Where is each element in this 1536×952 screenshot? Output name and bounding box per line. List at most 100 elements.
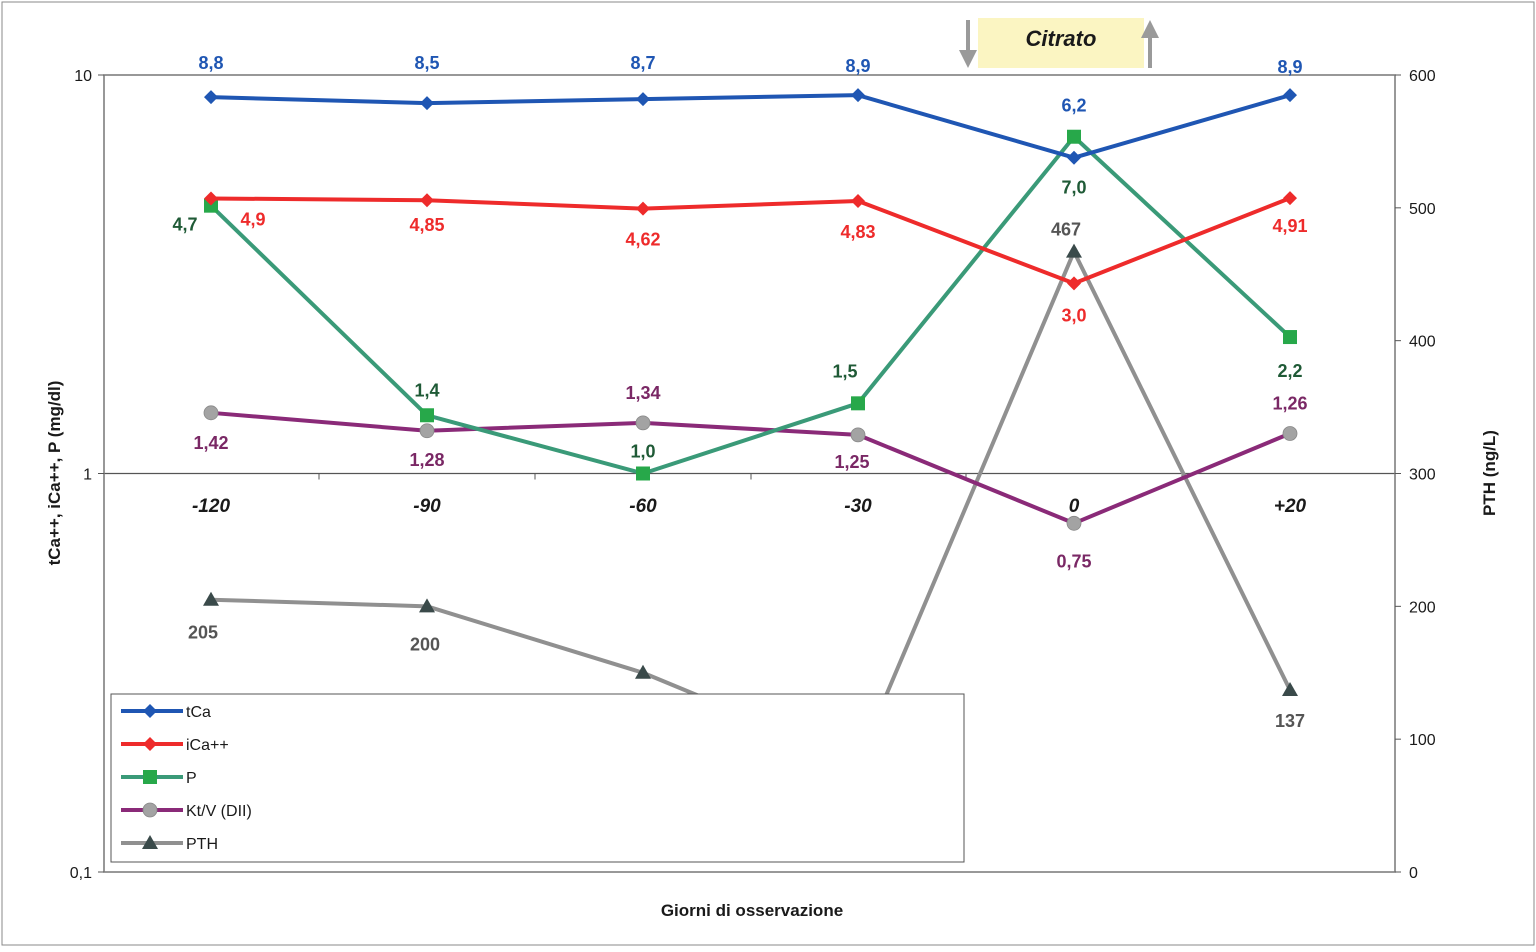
legend-box	[110, 693, 965, 863]
data-label-ica-1: 4,85	[409, 215, 444, 235]
point-ica-4	[1067, 276, 1081, 291]
point-tca-5	[1283, 88, 1297, 103]
data-label-tca-5: 8,9	[1277, 57, 1302, 77]
legend-marker-tca	[143, 704, 157, 718]
point-p-2	[636, 466, 650, 481]
left-tick-label-1: 1	[83, 467, 92, 484]
x-category-labels: -120 -90 -60 -30 0 +20	[192, 496, 1307, 517]
point-kt-v-dii-0	[203, 405, 219, 421]
data-label-ica-5: 4,91	[1272, 216, 1307, 236]
x-axis-title: Giorni di osservazione	[661, 901, 843, 920]
point-ica-2	[636, 201, 650, 216]
right-tick-label-1: 100	[1409, 732, 1436, 749]
point-p-4	[1067, 129, 1081, 144]
point-p-5	[1283, 330, 1297, 345]
point-kt-v-dii-2	[635, 415, 651, 431]
right-tick-label-4: 400	[1409, 334, 1436, 351]
data-label-pth-5: 137	[1275, 711, 1305, 731]
point-p-1	[420, 408, 434, 423]
citrato-box	[978, 18, 1144, 68]
category-label-minus-60: -60	[629, 496, 657, 517]
series-layer	[203, 88, 1298, 768]
right-tick-label-2: 200	[1409, 599, 1436, 616]
category-label-minus-30: -30	[844, 496, 872, 517]
left-tick-label-0: 0,1	[70, 865, 92, 882]
point-p-0	[204, 198, 218, 213]
right-tick-label-5: 500	[1409, 201, 1436, 218]
point-kt-v-dii-5	[1282, 426, 1298, 441]
point-tca-1	[420, 96, 434, 111]
category-label-minus-120: -120	[192, 496, 230, 517]
legend-label-tca: tCa	[186, 704, 211, 721]
down-arrow-icon	[959, 20, 977, 68]
data-label-ica-0: 4,9	[240, 209, 265, 229]
data-label-ica-2: 4,62	[625, 230, 660, 250]
data-label-tca-3: 8,9	[845, 56, 870, 76]
data-label-p-0: 4,7	[172, 215, 197, 235]
left-axis-title: tCa++, iCa++, P (mg/dl)	[45, 381, 64, 566]
grid-layer	[103, 472, 1396, 480]
legend-marker-pth	[142, 835, 158, 849]
legend-label-pth: PTH	[186, 836, 218, 853]
data-label-p-5: 2,2	[1277, 361, 1302, 381]
right-tick-label-0: 0	[1409, 865, 1418, 882]
point-tca-0	[204, 90, 218, 105]
point-pth-0	[203, 591, 219, 606]
citrato-annotation: Citrato	[959, 18, 1159, 68]
legend-label-ica: iCa++	[186, 737, 229, 754]
legend-label-kt-v-dii: Kt/V (DII)	[186, 803, 252, 820]
point-tca-3	[851, 88, 865, 103]
data-label-pth-0: 205	[188, 623, 218, 643]
series-line-p	[209, 134, 1292, 476]
legend-marker-p	[143, 770, 157, 784]
point-pth-4	[1066, 243, 1082, 258]
series-line-kt-v-dii	[210, 410, 1291, 526]
point-ica-0	[204, 191, 218, 206]
legend-marker-ica	[143, 737, 157, 751]
data-label-ica-3: 4,83	[840, 222, 875, 242]
point-ica-3	[851, 193, 865, 208]
data-label-tca-1: 8,5	[414, 53, 439, 73]
right-tick-label-6: 600	[1409, 68, 1436, 85]
point-pth-2	[635, 664, 651, 679]
point-kt-v-dii-4	[1066, 515, 1082, 531]
data-label-kt-v-dii-1: 1,28	[409, 450, 444, 470]
right-tick-label-3: 300	[1409, 467, 1436, 484]
left-axis-ticks: 0,1 1 10	[70, 68, 104, 882]
point-pth-5	[1282, 682, 1298, 697]
data-label-kt-v-dii-4: 0,75	[1056, 551, 1091, 571]
data-label-tca-0: 8,8	[198, 53, 223, 73]
category-label-minus-90: -90	[413, 496, 441, 517]
series-line-ica	[210, 196, 1291, 286]
legend: tCa iCa++ P Kt/V (DII) PTH	[110, 693, 965, 863]
data-label-p-1: 1,4	[414, 380, 439, 400]
data-label-tca-2: 8,7	[630, 53, 655, 73]
data-label-pth-1: 200	[410, 634, 440, 654]
data-label-p-2: 1,0	[630, 442, 655, 462]
category-label-plus-20: +20	[1274, 496, 1307, 517]
up-arrow-icon	[1141, 20, 1159, 68]
legend-label-p: P	[186, 770, 197, 787]
data-label-p-3: 1,5	[832, 361, 857, 381]
data-label-p-4: 7,0	[1061, 178, 1086, 198]
legend-marker-kt-v-dii	[142, 802, 158, 818]
point-kt-v-dii-3	[850, 427, 866, 443]
data-label-ica-4: 3,0	[1061, 305, 1086, 325]
category-label-zero: 0	[1069, 496, 1080, 517]
point-pth-1	[419, 598, 435, 613]
point-p-3	[851, 396, 865, 411]
data-label-kt-v-dii-5: 1,26	[1272, 394, 1307, 414]
data-label-pth-4: 467	[1051, 220, 1081, 240]
right-axis-ticks: 0 100 200 300 400 500 600	[1395, 68, 1436, 882]
series-line-pth	[210, 249, 1292, 764]
left-tick-label-2: 10	[74, 68, 92, 85]
data-label-kt-v-dii-0: 1,42	[193, 433, 228, 453]
point-kt-v-dii-1	[419, 423, 435, 439]
point-tca-2	[636, 92, 650, 107]
point-ica-1	[420, 193, 434, 208]
data-label-tca-4: 6,2	[1061, 96, 1086, 116]
right-axis-title: PTH (ng/L)	[1480, 430, 1499, 516]
